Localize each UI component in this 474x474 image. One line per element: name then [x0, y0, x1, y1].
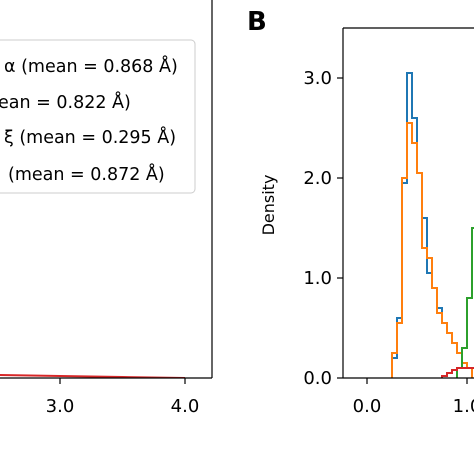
panel-b-y-tick-label: 1.0	[303, 268, 332, 289]
panel-a-plot-area	[0, 374, 186, 378]
panel-b-y-tick-label: 3.0	[303, 68, 332, 89]
panel-b-letter: B	[247, 7, 267, 37]
legend-entry-1: α (mean = 0.868 Å)	[4, 55, 178, 77]
panel-b-histogram-2	[456, 227, 474, 378]
panel-b-histograms	[391, 72, 474, 378]
legend-entry-4: (mean = 0.872 Å)	[8, 163, 165, 185]
panel-a-series-0	[0, 374, 186, 378]
panel-a-x-ticks: 3.0 4.0	[46, 378, 200, 417]
panel-b-histogram-1	[391, 122, 473, 378]
panel-b: B Density 3.0 2.0 1.0 0.0 0.0 1.0	[247, 7, 474, 417]
legend-entry-3: ξ (mean = 0.295 Å)	[4, 126, 176, 148]
panel-b-histogram-3	[441, 367, 474, 378]
legend-entry-2: ean = 0.822 Å)	[0, 91, 131, 113]
panel-b-histogram-0	[391, 72, 473, 378]
panel-b-y-axis-label: Density	[259, 175, 278, 236]
panel-a-x-tick-label: 4.0	[171, 396, 200, 417]
panel-a: 3.0 4.0 α (mean = 0.868 Å) ean = 0.822 Å)…	[0, 0, 213, 417]
panel-b-x-tick-label: 1.0	[453, 396, 474, 417]
panel-b-y-ticks: 3.0 2.0 1.0 0.0	[303, 68, 343, 389]
panel-b-y-tick-label: 0.0	[303, 368, 332, 389]
legend-box	[0, 39, 196, 194]
panel-b-x-tick-label: 0.0	[353, 396, 382, 417]
panel-b-x-ticks: 0.0 1.0	[353, 378, 474, 417]
panel-b-y-tick-label: 2.0	[303, 168, 332, 189]
panel-a-x-tick-label: 3.0	[46, 396, 75, 417]
